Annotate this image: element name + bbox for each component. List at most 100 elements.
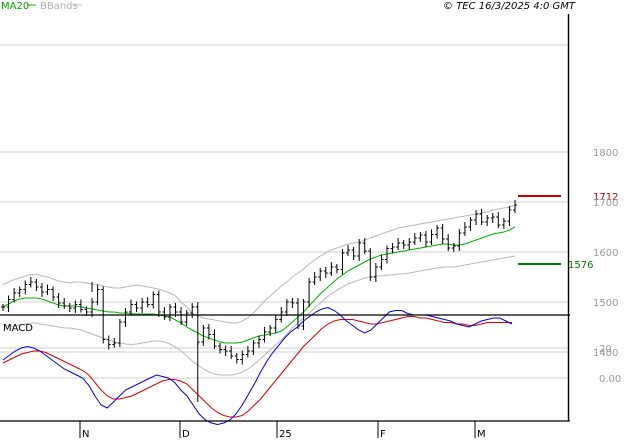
x-tick-label: M bbox=[477, 429, 486, 440]
x-tick-label: N bbox=[82, 429, 89, 440]
price-bar bbox=[34, 279, 39, 291]
price-bar bbox=[429, 229, 434, 245]
price-levels: 1712 1576 bbox=[518, 192, 618, 271]
price-bar bbox=[474, 210, 479, 225]
price-bar bbox=[106, 335, 111, 350]
legend-bbands: BBands bbox=[40, 1, 78, 12]
grid bbox=[0, 44, 568, 379]
price-bar bbox=[379, 254, 384, 270]
price-bar bbox=[28, 277, 33, 288]
price-bar bbox=[368, 248, 373, 281]
price-bar bbox=[51, 286, 56, 301]
bband-upper-line bbox=[2, 204, 516, 324]
price-bar bbox=[162, 307, 167, 320]
price-bar bbox=[329, 262, 334, 276]
price-bar bbox=[95, 284, 100, 305]
price-bar bbox=[290, 298, 295, 308]
price-bar bbox=[373, 263, 378, 282]
price-bar bbox=[140, 298, 145, 313]
price-bar bbox=[184, 310, 189, 326]
chart-frame bbox=[0, 14, 570, 422]
price-bar bbox=[190, 303, 195, 318]
price-bar bbox=[418, 232, 423, 242]
price-bar bbox=[507, 206, 512, 226]
price-bar bbox=[234, 353, 239, 364]
price-bar bbox=[401, 240, 406, 249]
macd-tick-label: 20 bbox=[599, 344, 612, 355]
macd-line bbox=[2, 306, 513, 426]
price-bar bbox=[212, 329, 217, 349]
price-bar bbox=[195, 302, 200, 345]
price-bar bbox=[23, 280, 28, 295]
bband-lower-line bbox=[2, 255, 516, 376]
legend-ma20: MA20 bbox=[1, 1, 29, 12]
price-bar bbox=[323, 267, 328, 278]
price-bar bbox=[273, 315, 278, 333]
price-bar bbox=[318, 268, 323, 281]
price-bar bbox=[78, 299, 83, 313]
price-bar bbox=[334, 264, 339, 274]
price-bar bbox=[245, 346, 250, 358]
price-bar bbox=[151, 291, 156, 309]
price-bar bbox=[446, 234, 451, 251]
price-bar bbox=[390, 243, 395, 254]
price-tick-label: 1500 bbox=[593, 298, 618, 309]
price-bar bbox=[468, 217, 473, 231]
price-bar bbox=[262, 327, 267, 343]
price-bar bbox=[284, 299, 289, 316]
price-bars bbox=[1, 200, 517, 402]
price-bar bbox=[457, 229, 462, 251]
price-bar bbox=[39, 283, 44, 297]
price-bar bbox=[423, 231, 428, 247]
price-bar bbox=[62, 298, 67, 309]
bollinger-bands bbox=[2, 204, 516, 376]
price-bar bbox=[90, 298, 95, 317]
level-label-1576: 1576 bbox=[568, 260, 593, 271]
ma20-line bbox=[2, 226, 516, 344]
macd-tick-label: 0.00 bbox=[599, 374, 621, 385]
x-tick-label: D bbox=[182, 429, 190, 440]
price-bar bbox=[223, 345, 228, 356]
price-bar bbox=[179, 307, 184, 325]
x-tick-label: F bbox=[380, 429, 386, 440]
price-bar bbox=[201, 325, 206, 346]
price-bar bbox=[73, 300, 78, 313]
price-bar bbox=[123, 308, 128, 327]
price-bar bbox=[1, 304, 5, 311]
price-bar bbox=[117, 319, 122, 347]
price-bar bbox=[240, 350, 245, 365]
macd-title: MACD bbox=[3, 323, 33, 334]
price-bar bbox=[12, 288, 17, 303]
level-label-1712: 1712 bbox=[593, 192, 618, 203]
price-bar bbox=[485, 215, 490, 226]
price-bar bbox=[396, 238, 401, 250]
signal-line bbox=[2, 316, 512, 418]
price-bar bbox=[17, 286, 22, 297]
price-bar bbox=[357, 239, 362, 261]
price-bar bbox=[206, 324, 211, 340]
price-bar bbox=[45, 284, 50, 295]
price-bar bbox=[268, 325, 273, 336]
price-bar bbox=[440, 224, 445, 244]
x-tick-label: 25 bbox=[279, 429, 292, 440]
price-bar bbox=[479, 209, 484, 225]
axis-labels: 1400 1500 1600 1700 1800 0.00 20 N D 25 F M bbox=[79, 148, 621, 440]
price-bar bbox=[462, 222, 467, 236]
price-bar bbox=[346, 245, 351, 256]
price-bar bbox=[56, 293, 61, 308]
price-bar bbox=[490, 213, 495, 223]
price-tick-label: 1700 bbox=[593, 198, 618, 209]
price-bar bbox=[407, 238, 412, 250]
price-bar bbox=[385, 245, 389, 264]
price-bar bbox=[218, 343, 223, 354]
price-bar bbox=[134, 301, 139, 312]
price-bar bbox=[167, 304, 172, 321]
price-bar bbox=[129, 299, 133, 315]
price-bar bbox=[251, 340, 256, 355]
price-bar bbox=[307, 278, 312, 307]
price-bar bbox=[451, 243, 456, 252]
price-bar bbox=[513, 200, 517, 213]
price-bar bbox=[340, 249, 345, 275]
price-bar bbox=[67, 303, 72, 312]
